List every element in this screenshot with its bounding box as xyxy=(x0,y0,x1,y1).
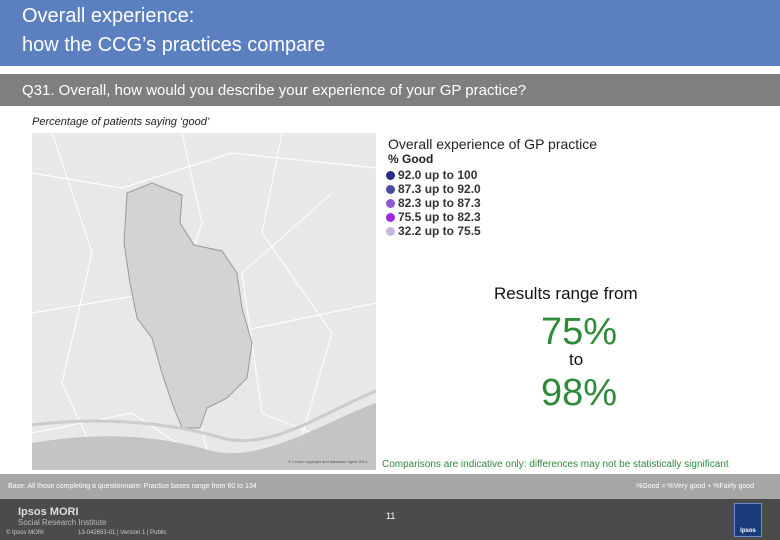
copyright: © Ipsos MORI xyxy=(6,530,44,536)
legend-swatch xyxy=(386,212,395,222)
map-svg: © Crown copyright and database rights 20… xyxy=(32,133,376,470)
legend-swatch xyxy=(386,184,395,194)
title-line-1: Overall experience: xyxy=(22,5,195,27)
legend-title: Overall experience of GP practice xyxy=(388,136,598,152)
results-to-label: to xyxy=(569,350,584,369)
practice-map: © Crown copyright and database rights 20… xyxy=(32,133,376,470)
legend-swatch xyxy=(386,226,395,236)
question-bar: Q31. Overall, how would you describe you… xyxy=(0,74,780,106)
org-subtitle: Social Research Institute xyxy=(18,518,107,527)
legend-label: 92.0 up to 100 xyxy=(398,168,478,182)
base-note: Base: All those completing a questionnai… xyxy=(8,483,257,490)
results-range-label: Results range from xyxy=(494,284,638,303)
legend-swatch xyxy=(386,170,395,180)
results-high-value: 98% xyxy=(541,372,618,414)
significance-caveat: Comparisons are indicative only: differe… xyxy=(382,459,729,470)
map-credit: © Crown copyright and database rights 20… xyxy=(288,459,368,464)
org-name: Ipsos MORI xyxy=(18,506,79,518)
ipsos-logo-icon: Ipsos xyxy=(734,503,762,537)
logo-text: Ipsos xyxy=(740,528,756,534)
title-bar: Overall experience: how the CCG’s practi… xyxy=(0,0,780,66)
title-line-2: how the CCG’s practices compare xyxy=(22,34,326,56)
legend-item: 92.0 up to 100 xyxy=(386,168,477,182)
results-low-value: 75% xyxy=(541,311,618,353)
question-text: Q31. Overall, how would you describe you… xyxy=(22,82,527,99)
legend-subtitle: % Good xyxy=(388,152,434,166)
legend-label: 75.5 up to 82.3 xyxy=(398,210,481,224)
good-definition-note: %Good = %Very good + %Fairly good xyxy=(636,483,754,490)
footer: Ipsos MORI Social Research Institute © I… xyxy=(0,499,780,540)
chart-subtitle: Percentage of patients saying ‘good’ xyxy=(32,116,210,128)
legend-item: 32.2 up to 75.5 xyxy=(386,224,481,238)
legend-item: 87.3 up to 92.0 xyxy=(386,182,481,196)
legend-swatch xyxy=(386,198,395,208)
legend-label: 32.2 up to 75.5 xyxy=(398,224,481,238)
legend-item: 75.5 up to 82.3 xyxy=(386,210,481,224)
legend-label: 82.3 up to 87.3 xyxy=(398,196,481,210)
job-reference: 13-042653-01 | Version 1 | Public xyxy=(78,530,167,536)
page-number: 11 xyxy=(386,511,396,521)
base-bar: Base: All those completing a questionnai… xyxy=(0,474,780,499)
legend-item: 82.3 up to 87.3 xyxy=(386,196,481,210)
legend-label: 87.3 up to 92.0 xyxy=(398,182,481,196)
